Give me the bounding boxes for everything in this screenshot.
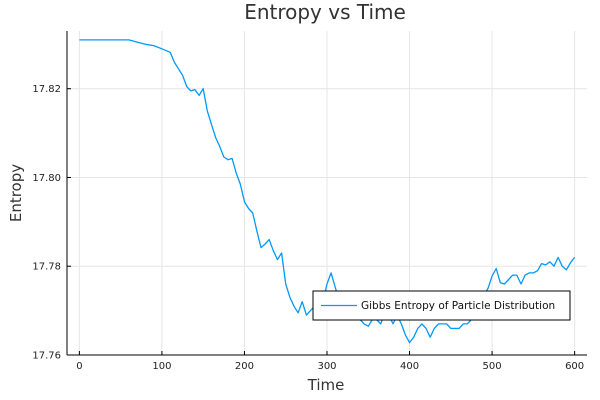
x-tick-label: 200 xyxy=(235,361,254,372)
x-tick-label: 0 xyxy=(76,361,82,372)
axes xyxy=(66,31,587,356)
x-tick-label: 300 xyxy=(317,361,336,372)
y-axis-title: Entropy xyxy=(7,164,25,222)
x-tick-label: 100 xyxy=(152,361,171,372)
legend-label: Gibbs Entropy of Particle Distribution xyxy=(361,300,555,312)
tick-labels: 0 100 200 300 400 500 600 17.76 17.78 17.80 17.82 xyxy=(32,84,584,372)
y-tick-label: 17.80 xyxy=(32,173,61,184)
y-tick-label: 17.76 xyxy=(32,351,61,362)
legend: Gibbs Entropy of Particle Distribution xyxy=(312,290,571,321)
chart-title: Entropy vs Time xyxy=(244,0,406,24)
y-tick-label: 17.82 xyxy=(32,84,61,95)
x-tick-label: 500 xyxy=(483,361,502,372)
x-axis-title: Time xyxy=(307,376,345,394)
x-tick-label: 600 xyxy=(565,361,584,372)
x-tick-label: 400 xyxy=(400,361,419,372)
y-tick-label: 17.78 xyxy=(32,262,61,273)
grid-lines xyxy=(67,31,587,356)
